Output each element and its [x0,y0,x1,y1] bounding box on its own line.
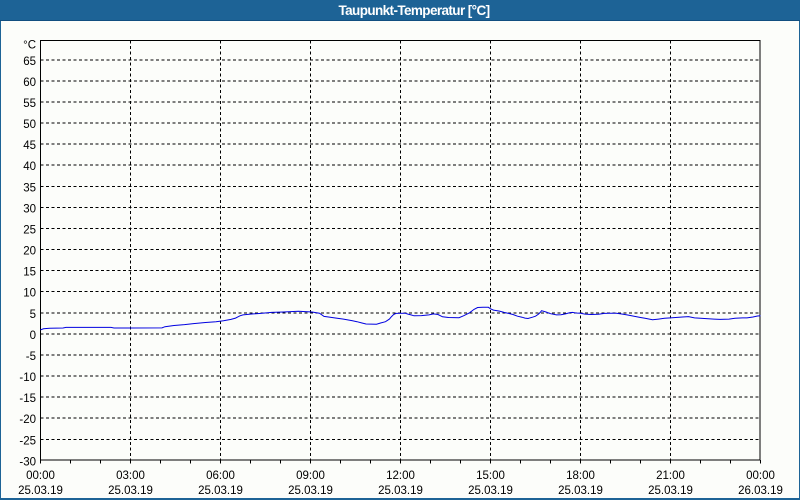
svg-text:65: 65 [23,56,36,68]
svg-text:25.03.19: 25.03.19 [558,485,603,497]
svg-text:60: 60 [23,77,36,89]
svg-text:10: 10 [23,288,36,300]
svg-text:-5: -5 [26,351,36,363]
svg-text:06:00: 06:00 [206,470,235,482]
svg-text:35: 35 [23,182,36,194]
svg-text:15:00: 15:00 [476,470,505,482]
svg-text:25.03.19: 25.03.19 [18,485,63,497]
svg-text:5: 5 [30,309,36,321]
svg-text:25: 25 [23,225,36,237]
svg-text:25.03.19: 25.03.19 [648,485,693,497]
svg-text:-10: -10 [19,372,36,384]
svg-text:03:00: 03:00 [116,470,145,482]
svg-text:25.03.19: 25.03.19 [378,485,423,497]
svg-text:12:00: 12:00 [386,470,415,482]
svg-text:20: 20 [23,246,36,258]
svg-text:45: 45 [23,140,36,152]
svg-text:0: 0 [30,330,36,342]
svg-text:55: 55 [23,98,36,110]
svg-text:18:00: 18:00 [566,470,595,482]
svg-text:25.03.19: 25.03.19 [198,485,243,497]
svg-text:25.03.19: 25.03.19 [288,485,333,497]
svg-text:26.03.19: 26.03.19 [738,485,783,497]
svg-text:30: 30 [23,203,36,215]
svg-text:-25: -25 [19,435,36,447]
svg-text:00:00: 00:00 [26,470,55,482]
svg-text:40: 40 [23,161,36,173]
svg-text:50: 50 [23,119,36,131]
svg-text:-15: -15 [19,393,36,405]
svg-text:09:00: 09:00 [296,470,325,482]
svg-text:25.03.19: 25.03.19 [468,485,513,497]
svg-text:-20: -20 [19,414,36,426]
svg-text:21:00: 21:00 [656,470,685,482]
svg-text:15: 15 [23,267,36,279]
svg-text:-30: -30 [19,456,36,468]
svg-text:25.03.19: 25.03.19 [108,485,153,497]
svg-text:°C: °C [23,40,36,52]
svg-text:00:00: 00:00 [746,470,775,482]
